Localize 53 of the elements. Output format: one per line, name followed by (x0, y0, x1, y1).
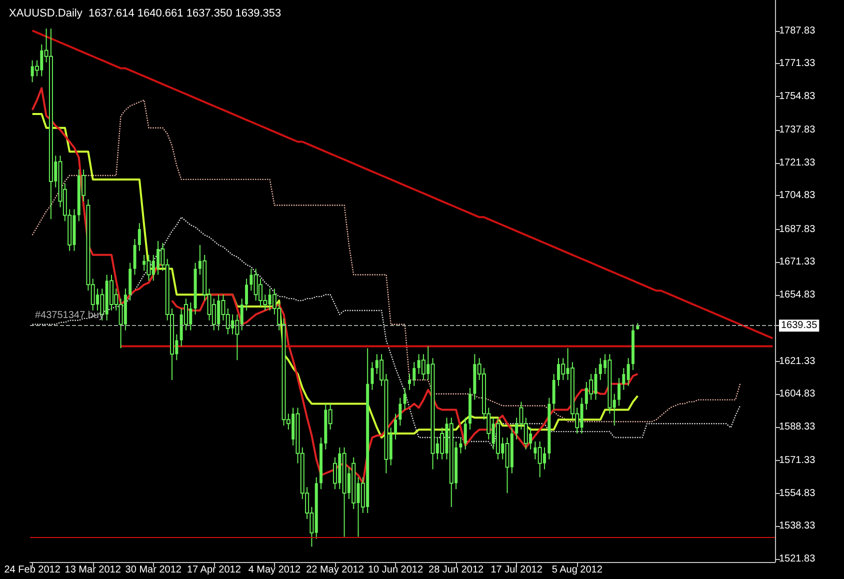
candlestick (459, 437, 462, 454)
candlestick (398, 397, 402, 426)
y-tick-label: 1538.33 (779, 520, 816, 532)
y-tick-label: 1687.83 (779, 224, 816, 235)
y-tick-label: 1571.33 (779, 455, 816, 466)
candlestick (618, 377, 621, 406)
x-tick-label: 17 Jul 2012 (490, 564, 543, 576)
candlestick (440, 427, 444, 460)
candlestick (421, 354, 426, 380)
candlestick (505, 437, 510, 494)
candlestick (589, 374, 594, 400)
y-tick-label: 1588.33 (779, 421, 816, 432)
candlestick (552, 374, 556, 410)
x-tick-label: 17 Apr 2012 (186, 564, 242, 576)
candlestick (626, 358, 630, 386)
candlestick (412, 362, 416, 386)
candlestick (245, 278, 248, 311)
y-tick-label: 1704.83 (779, 190, 816, 202)
x-tick-label: 28 Jun 2012 (428, 564, 484, 576)
x-tick-label: 4 May 2012 (248, 564, 302, 576)
candlestick (332, 456, 337, 490)
candlestick (538, 441, 542, 478)
y-tick-label: 1754.83 (779, 90, 816, 102)
y-tick-label: 1671.33 (779, 256, 816, 268)
text: XAUUSD.Daily 1637.614 1640.661 1637.350 1639.353 (9, 8, 282, 20)
x-tick-label: 10 Jun 2012 (368, 564, 424, 576)
y-tick-label: 1771.33 (779, 58, 816, 70)
y-tick-label: 1737.83 (779, 124, 816, 136)
candlestick (622, 368, 626, 390)
candlestick (394, 413, 398, 440)
x-tick-label: 5 Aug 2012 (552, 564, 603, 576)
candlestick (133, 238, 136, 276)
candlestick (212, 298, 216, 331)
x-tick-label: 13 Mar 2012 (64, 564, 122, 576)
candlestick (561, 358, 566, 380)
y-tick-label: 1654.83 (779, 289, 816, 300)
y-tick-label: 1554.83 (779, 488, 816, 499)
x-tick-label: 24 Feb 2012 (4, 564, 61, 576)
y-tick-label: 1787.83 (779, 25, 816, 36)
y-tick-label: 1639.35 (781, 320, 818, 332)
candlestick (403, 387, 406, 410)
candlestick (408, 374, 411, 390)
x-tick-label: 30 Mar 2012 (125, 564, 182, 576)
line-series (31, 30, 774, 340)
y-tick-label: 1621.33 (779, 356, 816, 367)
x-tick-label: 22 May 2012 (306, 564, 364, 576)
y-tick-label: 1604.83 (779, 388, 816, 400)
y-tick-label: 1521.83 (779, 553, 816, 564)
candlestick (370, 362, 374, 390)
candlestick (464, 417, 467, 450)
y-tick-label: 1721.33 (779, 157, 816, 168)
candlestick (138, 222, 141, 252)
candlestick (146, 254, 151, 282)
